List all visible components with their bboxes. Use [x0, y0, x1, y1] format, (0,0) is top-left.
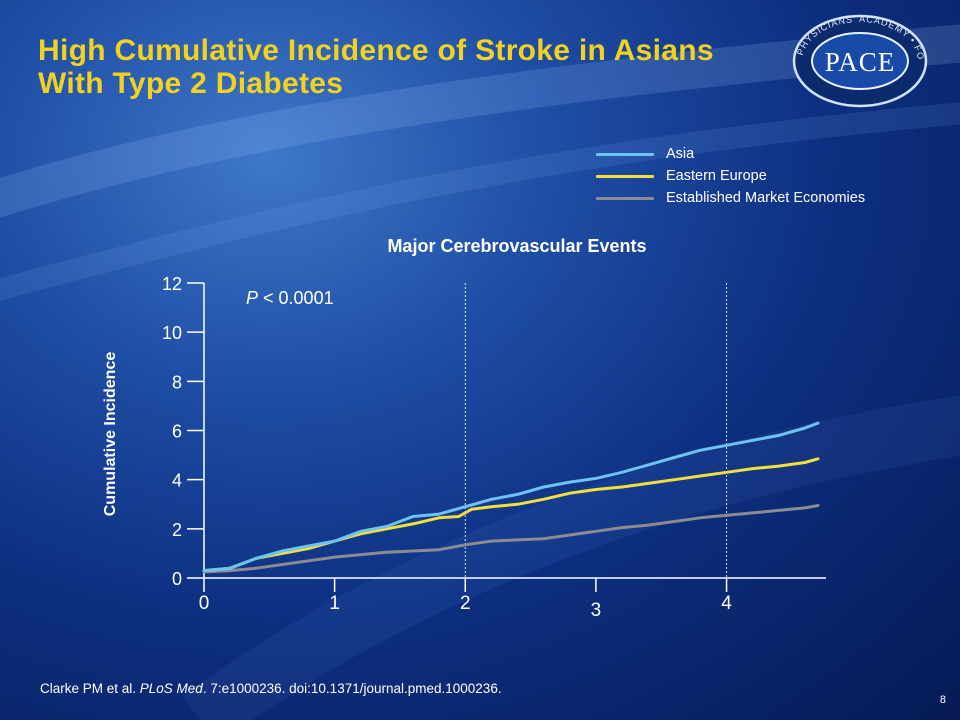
- p-value-annotation: P < 0.0001: [246, 288, 334, 308]
- legend-item-asia: Asia: [596, 143, 865, 165]
- x-tick-label: 2: [460, 593, 471, 614]
- legend-item-established-market: Established Market Economies: [596, 187, 865, 209]
- legend-swatch-asia: [596, 152, 654, 156]
- x-tick-label: 1: [329, 593, 340, 614]
- legend-label-asia: Asia: [666, 146, 695, 162]
- y-tick-label: 10: [162, 323, 182, 343]
- legend-swatch-eastern-europe: [596, 174, 654, 178]
- legend-label-established-market: Established Market Economies: [666, 190, 866, 206]
- y-tick-label: 0: [172, 569, 182, 589]
- y-tick-label: 2: [172, 520, 182, 540]
- citation-journal: PLoS Med: [139, 681, 203, 696]
- x-tick-label: 0: [199, 593, 210, 614]
- x-tick-label: 4: [721, 593, 732, 614]
- y-tick-label: 8: [172, 372, 182, 392]
- series-line-asia: [202, 421, 820, 573]
- citation-authors: Clarke PM et al.: [40, 681, 140, 696]
- chart-title: Major Cerebrovascular Events: [387, 236, 647, 256]
- legend-label-eastern-europe: Eastern Europe: [666, 168, 767, 184]
- page-number: 8: [939, 694, 946, 706]
- series-line-eastern-europe: [202, 457, 820, 573]
- citation-details: . 7:e1000236. doi:10.1371/journal.pmed.1…: [202, 681, 502, 696]
- chart-legend: Asia Eastern Europe Established Market E…: [596, 143, 865, 209]
- pace-logo: PHYSICIANS' ACADEMY • FOR CONTINUING EDU…: [790, 12, 928, 108]
- series-line-established-market: [202, 504, 820, 574]
- logo-center-text: PACE: [825, 47, 896, 77]
- y-tick-label: 12: [162, 274, 182, 294]
- y-tick-label: 4: [172, 471, 182, 491]
- y-tick-label: 6: [172, 422, 182, 442]
- slide-title: High Cumulative Incidence of Stroke in A…: [38, 34, 714, 100]
- legend-swatch-established-market: [596, 196, 654, 200]
- citation-footnote: Clarke PM et al. PLoS Med. 7:e1000236. d…: [40, 681, 502, 696]
- legend-item-eastern-europe: Eastern Europe: [596, 165, 865, 187]
- x-tick-label: 3: [591, 600, 602, 621]
- y-axis-label: Cumulative Incidence: [102, 352, 119, 517]
